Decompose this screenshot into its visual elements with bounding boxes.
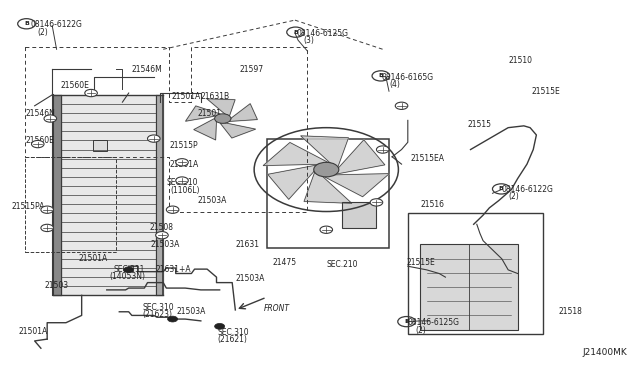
- Text: FRONT: FRONT: [264, 304, 289, 312]
- Bar: [61, 95, 156, 295]
- Circle shape: [148, 135, 160, 142]
- Text: 21516: 21516: [420, 201, 444, 209]
- Text: 08146-6125G: 08146-6125G: [296, 29, 348, 38]
- Text: 21518: 21518: [558, 307, 582, 316]
- Text: 21501A: 21501A: [19, 327, 48, 336]
- Text: 21501: 21501: [198, 109, 221, 118]
- Text: SEC.211: SEC.211: [113, 264, 145, 274]
- Circle shape: [166, 206, 179, 214]
- Text: SEC.210: SEC.210: [166, 178, 198, 187]
- Text: 21631: 21631: [236, 240, 259, 249]
- Text: 21503A: 21503A: [150, 240, 180, 249]
- Text: (3): (3): [304, 36, 315, 45]
- Text: 08146-6122G: 08146-6122G: [30, 20, 82, 29]
- Bar: [342, 202, 376, 228]
- Text: 21546N: 21546N: [25, 109, 55, 118]
- Text: 21515PA: 21515PA: [12, 202, 45, 211]
- Text: 08146-6125G: 08146-6125G: [408, 318, 460, 327]
- Text: 21501A: 21501A: [79, 254, 108, 263]
- Polygon shape: [186, 106, 220, 121]
- Text: 21501A: 21501A: [170, 160, 199, 169]
- Circle shape: [376, 146, 389, 153]
- Text: B: B: [499, 186, 504, 192]
- Polygon shape: [54, 95, 61, 295]
- Bar: [420, 244, 518, 330]
- Circle shape: [396, 102, 408, 109]
- Text: (21621): (21621): [218, 335, 248, 344]
- Text: B: B: [378, 73, 383, 78]
- Polygon shape: [194, 118, 216, 140]
- Text: (2): (2): [508, 192, 519, 201]
- Polygon shape: [304, 172, 352, 203]
- Text: 21631B: 21631B: [201, 92, 230, 101]
- Circle shape: [214, 323, 225, 329]
- Text: 21503: 21503: [44, 280, 68, 290]
- Text: (2): (2): [38, 28, 49, 37]
- Polygon shape: [207, 99, 235, 116]
- Text: 21515: 21515: [467, 120, 492, 129]
- Circle shape: [85, 89, 97, 97]
- Bar: [267, 139, 389, 248]
- Text: 21510: 21510: [508, 56, 532, 65]
- Text: (2): (2): [415, 326, 426, 334]
- Circle shape: [176, 177, 188, 184]
- Polygon shape: [301, 136, 349, 167]
- Text: B: B: [24, 21, 29, 26]
- Text: SEC.210: SEC.210: [326, 260, 358, 269]
- Text: 08146-6122G: 08146-6122G: [502, 185, 554, 194]
- Text: 21560E: 21560E: [61, 81, 90, 90]
- Text: (14053N): (14053N): [109, 272, 145, 281]
- Polygon shape: [324, 174, 389, 197]
- Circle shape: [44, 115, 56, 122]
- Circle shape: [31, 141, 44, 148]
- Text: 21515E: 21515E: [406, 258, 435, 267]
- Polygon shape: [156, 95, 163, 295]
- Text: 21546M: 21546M: [132, 65, 163, 74]
- Text: 21503A: 21503A: [236, 275, 265, 283]
- Circle shape: [168, 316, 178, 322]
- Circle shape: [41, 206, 54, 214]
- Polygon shape: [229, 104, 257, 121]
- Text: 21560E: 21560E: [25, 136, 54, 145]
- Circle shape: [314, 162, 339, 177]
- Text: (1106L): (1106L): [171, 186, 200, 195]
- Text: SEC.310: SEC.310: [218, 328, 250, 337]
- Circle shape: [176, 159, 188, 166]
- Circle shape: [124, 267, 134, 273]
- Circle shape: [370, 199, 383, 206]
- Text: 08146-6165G: 08146-6165G: [381, 73, 433, 82]
- Text: B: B: [404, 319, 409, 324]
- Text: SEC.310: SEC.310: [143, 302, 174, 311]
- Bar: [408, 213, 543, 334]
- Bar: [25, 157, 116, 251]
- Text: 21515E: 21515E: [532, 87, 561, 96]
- Text: J21400MK: J21400MK: [582, 348, 627, 357]
- Circle shape: [41, 224, 54, 231]
- Text: 21475: 21475: [273, 258, 297, 267]
- Text: 21515EA: 21515EA: [411, 154, 445, 163]
- Text: 21597: 21597: [240, 65, 264, 74]
- Text: 21631+A: 21631+A: [156, 264, 191, 274]
- Text: (21623): (21623): [143, 310, 173, 319]
- Text: 21503A: 21503A: [177, 307, 206, 316]
- Polygon shape: [336, 140, 385, 174]
- Polygon shape: [263, 142, 328, 166]
- Text: (4): (4): [389, 80, 400, 89]
- Text: 21503A: 21503A: [198, 196, 227, 205]
- Text: B: B: [293, 30, 298, 35]
- Circle shape: [320, 226, 333, 233]
- Text: 21508: 21508: [149, 224, 173, 232]
- Text: 21501A: 21501A: [172, 92, 200, 101]
- Bar: [93, 141, 107, 151]
- Polygon shape: [268, 165, 316, 199]
- Circle shape: [156, 231, 168, 239]
- Circle shape: [214, 114, 231, 123]
- Polygon shape: [220, 123, 255, 138]
- Text: 21515P: 21515P: [170, 141, 198, 150]
